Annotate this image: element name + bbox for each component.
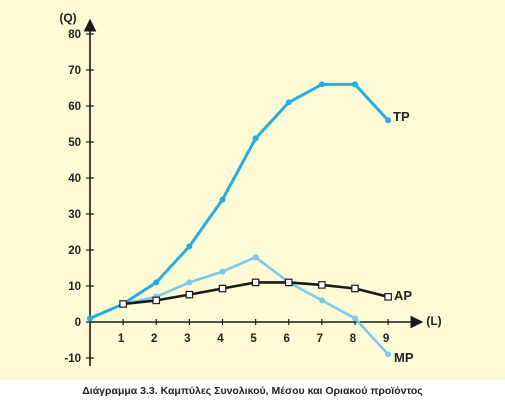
x-tick-label: 3 bbox=[184, 333, 190, 345]
x-tick-label: 7 bbox=[317, 333, 323, 345]
ap-point bbox=[284, 278, 293, 287]
mp-line bbox=[89, 255, 390, 356]
tp-point bbox=[318, 81, 325, 88]
y-tick-label: 80 bbox=[68, 29, 81, 41]
tp-point bbox=[285, 99, 292, 106]
y-axis-title: (Q) bbox=[59, 11, 76, 25]
ap-point bbox=[251, 278, 260, 287]
ap-series-label: AP bbox=[394, 288, 412, 303]
x-axis-title: (L) bbox=[426, 314, 441, 328]
ap-point bbox=[152, 296, 161, 305]
x-tick-label: 6 bbox=[284, 333, 290, 345]
line-chart: 80 70 60 50 40 30 20 10 0 -10 1 2 3 4 5 6 7 8 9 (Q) (L) MP TP A… bbox=[59, 11, 442, 366]
y-tick-label: 30 bbox=[68, 209, 81, 221]
x-tick-label: 2 bbox=[151, 333, 157, 345]
y-tick-label: 50 bbox=[68, 137, 81, 149]
ap-point bbox=[351, 284, 359, 293]
y-tick-label: 60 bbox=[68, 101, 81, 113]
x-tick-label: 8 bbox=[350, 333, 357, 345]
mp-point bbox=[219, 268, 226, 275]
ap-point bbox=[384, 293, 392, 301]
tp-point bbox=[186, 243, 193, 250]
ap-point bbox=[119, 300, 127, 308]
y-tick-label: 40 bbox=[68, 173, 81, 185]
mp-point bbox=[318, 297, 325, 304]
x-tick-label: 4 bbox=[217, 333, 224, 345]
x-tick-label: 5 bbox=[250, 333, 257, 345]
ap-point bbox=[318, 281, 326, 289]
y-tick-label: 10 bbox=[68, 281, 81, 293]
y-tick-label: 0 bbox=[75, 317, 81, 329]
x-tick-label: 9 bbox=[383, 333, 389, 345]
chart-panel: 80 70 60 50 40 30 20 10 0 -10 1 2 3 4 5 6 7 8 9 (Q) (L) MP TP A… bbox=[0, 0, 505, 380]
x-tick-label: 1 bbox=[118, 333, 125, 345]
tp-point bbox=[87, 315, 93, 322]
chart-caption: Διάγραμμα 3.3. Καμπύλες Συνολικού, Μέσου… bbox=[82, 385, 423, 397]
ap-point bbox=[185, 290, 194, 299]
y-tick-label: -10 bbox=[64, 353, 81, 365]
tp-point bbox=[352, 81, 358, 88]
tp-series-label: TP bbox=[393, 109, 410, 124]
y-tick-label: 20 bbox=[68, 245, 81, 257]
tp-point bbox=[153, 279, 160, 286]
tp-point bbox=[252, 135, 259, 142]
mp-series-label: MP bbox=[394, 350, 414, 365]
mp-point bbox=[186, 279, 193, 286]
tp-point bbox=[385, 117, 392, 124]
ap-point bbox=[218, 284, 227, 293]
tp-line bbox=[89, 82, 390, 320]
mp-point bbox=[385, 351, 392, 358]
tp-point bbox=[219, 196, 226, 203]
y-tick-label: 70 bbox=[68, 65, 81, 77]
mp-point bbox=[352, 315, 358, 322]
mp-point bbox=[252, 254, 259, 261]
